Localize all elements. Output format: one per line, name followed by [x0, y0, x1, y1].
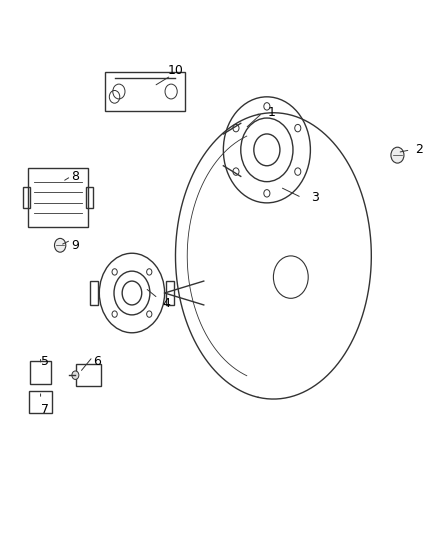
Text: 5: 5: [41, 356, 49, 368]
Text: 1: 1: [267, 106, 275, 119]
Text: 3: 3: [311, 191, 319, 204]
Text: 4: 4: [163, 297, 171, 310]
Text: 6: 6: [93, 356, 101, 368]
Text: 8: 8: [71, 170, 79, 183]
Text: 2: 2: [415, 143, 423, 156]
Text: 10: 10: [168, 64, 184, 77]
Circle shape: [54, 238, 66, 252]
Circle shape: [391, 147, 404, 163]
Text: 9: 9: [71, 239, 79, 252]
Circle shape: [72, 371, 79, 379]
Text: 7: 7: [41, 403, 49, 416]
